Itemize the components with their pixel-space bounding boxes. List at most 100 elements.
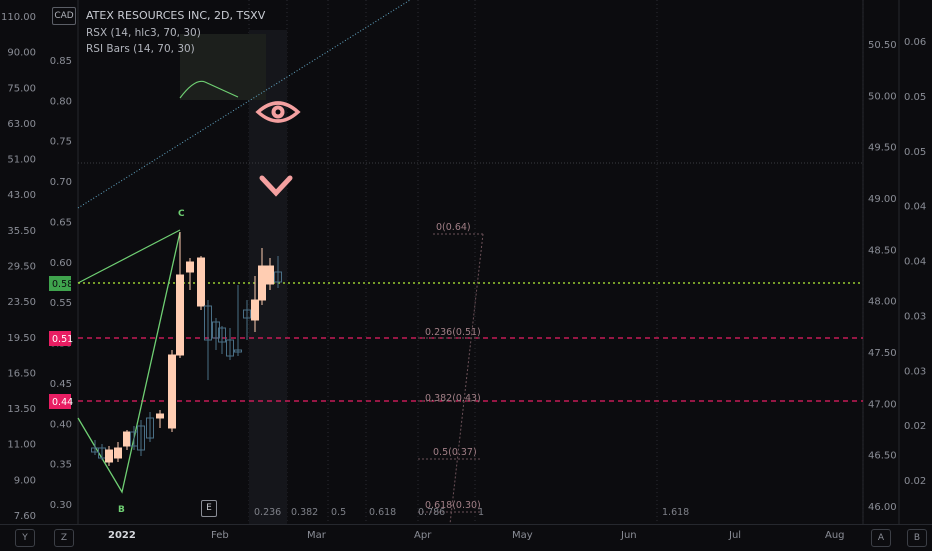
fib-label: 0.5(0.37) bbox=[433, 447, 477, 458]
candle-body bbox=[105, 449, 113, 463]
axis-tick-label: 7.60 bbox=[14, 511, 36, 522]
axis-tick-label: 75.00 bbox=[7, 83, 36, 94]
axis-tick-label: 9.00 bbox=[14, 475, 36, 486]
axis-tick-label: 0.60 bbox=[50, 258, 72, 269]
candles bbox=[91, 232, 282, 466]
fib-label: 0.236(0.51) bbox=[425, 327, 481, 338]
wave-line bbox=[77, 231, 181, 494]
time-label-mar: Mar bbox=[307, 530, 326, 541]
axis-tick-label: 49.00 bbox=[868, 194, 897, 205]
candle-body bbox=[197, 257, 205, 307]
axis-tick-label: 0.05 bbox=[904, 147, 926, 158]
axis-tick-label: 0.02 bbox=[904, 476, 926, 487]
candle-body bbox=[156, 413, 164, 419]
axis-tick-label: 0.70 bbox=[50, 177, 72, 188]
svg-text:1.618: 1.618 bbox=[662, 507, 689, 518]
axis-tick-label: 46.00 bbox=[868, 502, 897, 513]
fib-time-labels: 0.236 0.382 0.5 0.618 0.786 1 1.618 bbox=[254, 507, 689, 518]
indicator-axis-right[interactable]: 0.06 0.05 0.05 0.04 0.04 0.03 0.03 0.02 0.02 bbox=[904, 37, 926, 487]
candle-body bbox=[251, 299, 259, 321]
price-tag-051: 0.51 bbox=[49, 331, 73, 346]
trendline bbox=[77, 0, 411, 209]
chart-legend: ATEX RESOURCES INC, 2D, TSXV RSX (14, hl… bbox=[86, 8, 265, 57]
axis-tick-label: 29.50 bbox=[7, 262, 36, 273]
time-label-jul: Jul bbox=[729, 530, 742, 541]
axis-tick-label: 11.00 bbox=[7, 440, 36, 451]
axis-tick-label: 90.00 bbox=[7, 48, 36, 59]
axis-tick-label: 0.35 bbox=[50, 460, 72, 471]
svg-text:0.618: 0.618 bbox=[369, 507, 396, 518]
axis-tick-label: 43.00 bbox=[7, 190, 36, 201]
rsx-curve bbox=[179, 80, 239, 99]
earnings-marker[interactable]: E bbox=[201, 500, 217, 517]
indicator-rsi-bars[interactable]: RSI Bars (14, 70, 30) bbox=[86, 43, 195, 55]
candle-body bbox=[226, 339, 234, 357]
axis-tick-label: 63.00 bbox=[7, 119, 36, 130]
candle-body bbox=[137, 425, 145, 451]
wave-label-c: C bbox=[178, 209, 185, 219]
fib-retracement bbox=[418, 233, 484, 525]
fib-label: 0.618(0.30) bbox=[425, 500, 481, 511]
svg-text:0.5: 0.5 bbox=[331, 507, 346, 518]
axis-tick-label: 47.00 bbox=[868, 399, 897, 410]
time-axis[interactable] bbox=[0, 524, 932, 551]
axis-tick-label: 0.30 bbox=[50, 500, 72, 511]
candle-body bbox=[176, 274, 184, 356]
z-axis-button[interactable]: Z bbox=[54, 529, 74, 547]
axis-tick-label: 0.06 bbox=[904, 37, 926, 48]
price-axis-left[interactable]: 110.00 90.00 75.00 63.00 51.00 43.00 35.50 29.5… bbox=[1, 12, 36, 522]
price-tag-044: 0.44 bbox=[49, 394, 73, 409]
axis-tick-label: 0.04 bbox=[904, 257, 926, 268]
symbol-title[interactable]: ATEX RESOURCES INC, 2D, TSXV bbox=[86, 9, 266, 22]
axis-tick-label: 35.50 bbox=[7, 226, 36, 237]
price-axis-right[interactable]: 50.50 50.00 49.50 49.00 48.50 48.00 47.50 47.00… bbox=[868, 40, 897, 513]
axis-tick-label: 16.50 bbox=[7, 368, 36, 379]
axis-tick-label: 0.85 bbox=[50, 56, 72, 67]
svg-text:1: 1 bbox=[478, 507, 484, 518]
candle-body bbox=[218, 327, 226, 343]
time-label-may: May bbox=[512, 530, 533, 541]
candle-body bbox=[123, 431, 131, 447]
axis-tick-label: 50.50 bbox=[868, 40, 897, 51]
candle-body bbox=[186, 261, 194, 273]
svg-text:0.382: 0.382 bbox=[291, 507, 318, 518]
axis-tick-label: 0.80 bbox=[50, 96, 72, 107]
axis-tick-label: 0.04 bbox=[904, 202, 926, 213]
candle-body bbox=[204, 305, 212, 341]
fib-label: 0(0.64) bbox=[436, 222, 471, 233]
time-label-jun: Jun bbox=[621, 530, 637, 541]
b-axis-button[interactable]: B bbox=[907, 529, 927, 547]
wave-label-b: B bbox=[118, 505, 125, 515]
axis-tick-label: 0.03 bbox=[904, 366, 926, 377]
fib-label: 0.382(0.43) bbox=[425, 393, 481, 404]
trendline-green bbox=[77, 229, 181, 284]
time-label-aug: Aug bbox=[825, 530, 845, 541]
indicator-rsx[interactable]: RSX (14, hlc3, 70, 30) bbox=[86, 27, 201, 39]
candle-body bbox=[234, 349, 242, 353]
time-label-2022: 2022 bbox=[108, 530, 136, 541]
axis-tick-label: 110.00 bbox=[1, 12, 36, 23]
candle-body bbox=[212, 321, 220, 339]
svg-text:0.58: 0.58 bbox=[52, 279, 73, 290]
indicator-box bbox=[180, 34, 266, 100]
axis-tick-label: 48.00 bbox=[868, 297, 897, 308]
axis-tick-label: 0.02 bbox=[904, 421, 926, 432]
y-axis-button[interactable]: Y bbox=[15, 529, 35, 547]
candle-body bbox=[114, 447, 122, 459]
svg-text:0.786: 0.786 bbox=[418, 507, 445, 518]
axis-tick-label: 23.50 bbox=[7, 297, 36, 308]
chevron-down-icon bbox=[259, 175, 293, 197]
svg-text:0.236: 0.236 bbox=[254, 507, 281, 518]
currency-button[interactable]: CAD bbox=[52, 7, 76, 25]
axis-tick-label: 0.55 bbox=[50, 298, 72, 309]
axis-tick-label: 51.00 bbox=[7, 155, 36, 166]
svg-text:0.51: 0.51 bbox=[52, 334, 73, 345]
candle-body bbox=[274, 271, 282, 283]
a-axis-button[interactable]: A bbox=[871, 529, 891, 547]
axis-tick-label: 13.50 bbox=[7, 404, 36, 415]
axis-tick-label: 47.50 bbox=[868, 348, 897, 359]
candle-body bbox=[168, 354, 176, 429]
axis-tick-label: 0.75 bbox=[50, 137, 72, 148]
axis-tick-label: 0.40 bbox=[50, 419, 72, 430]
